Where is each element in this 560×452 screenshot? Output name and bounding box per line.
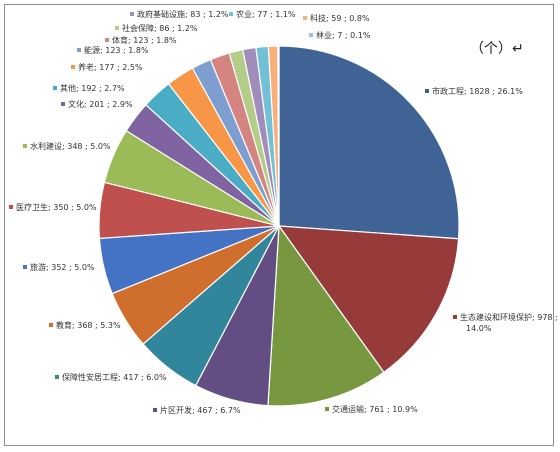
slice-label-key-3	[153, 408, 157, 412]
slice-label-key-15	[130, 12, 134, 16]
slice-label-5: 教育; 368 ; 5.3%	[56, 320, 121, 330]
slice-label-key-18	[309, 33, 313, 37]
slice-label-key-17	[303, 16, 307, 20]
slice-label-key-5	[49, 323, 53, 327]
slice-label-13: 体育; 123 ; 1.8%	[112, 35, 177, 45]
pie-slice-18	[277, 45, 280, 227]
slice-label-key-11	[71, 65, 75, 69]
slice-label-6: 旅游; 352 ; 5.0%	[30, 262, 95, 272]
slice-label-8: 水利建设; 348 ; 5.0%	[30, 141, 111, 151]
unit-label: （个）↵	[470, 41, 524, 57]
slice-label-12: 能源; 123 ; 1.8%	[84, 45, 149, 55]
pie-slice-0	[278, 45, 460, 240]
slice-label-10: 其他; 192 ; 2.7%	[60, 83, 125, 93]
slice-label-key-7	[9, 205, 13, 209]
slice-label-key-16	[229, 12, 233, 16]
pie-slice-1	[277, 225, 460, 374]
slice-label-14: 社会保障; 86 ; 1.2%	[122, 23, 198, 33]
slice-label-key-2	[325, 407, 329, 411]
slice-label-16: 农业; 77 ; 1.1%	[236, 9, 296, 19]
slice-label-4: 保障性安居工程; 417 ; 6.0%	[62, 372, 167, 382]
slice-label-key-9	[61, 102, 65, 106]
slice-label-7: 医疗卫生; 350 ; 5.0%	[16, 202, 97, 212]
slice-label-3: 片区开发; 467 ; 6.7%	[160, 405, 241, 415]
slice-label-1: 生态建设和环境保护; 978 ;	[460, 312, 558, 322]
slice-label-2: 交通运输; 761 ; 10.9%	[332, 404, 418, 414]
pie-slice-2	[267, 224, 385, 407]
slice-label-key-6	[23, 265, 27, 269]
slice-label-11: 养老; 177 ; 2.5%	[78, 62, 143, 72]
slice-label-key-14	[115, 26, 119, 30]
slice-label-17: 科技; 59 ; 0.8%	[310, 13, 370, 23]
slice-label-key-4	[55, 375, 59, 379]
slice-label-line2-1: 14.0%	[466, 324, 492, 333]
slice-label-0: 市政工程; 1828 ; 26.1%	[432, 86, 523, 96]
slice-label-9: 文化; 201 ; 2.9%	[68, 99, 133, 109]
slice-label-key-0	[425, 89, 429, 93]
slice-label-key-12	[77, 48, 81, 52]
slice-label-key-10	[53, 86, 57, 90]
slice-label-18: 林业; 7 ; 0.1%	[316, 30, 371, 40]
slice-label-15: 政府基础设施; 83 ; 1.2%	[137, 9, 229, 19]
slice-label-key-13	[105, 38, 109, 42]
slice-label-key-1	[453, 315, 457, 319]
slice-label-key-8	[23, 144, 27, 148]
